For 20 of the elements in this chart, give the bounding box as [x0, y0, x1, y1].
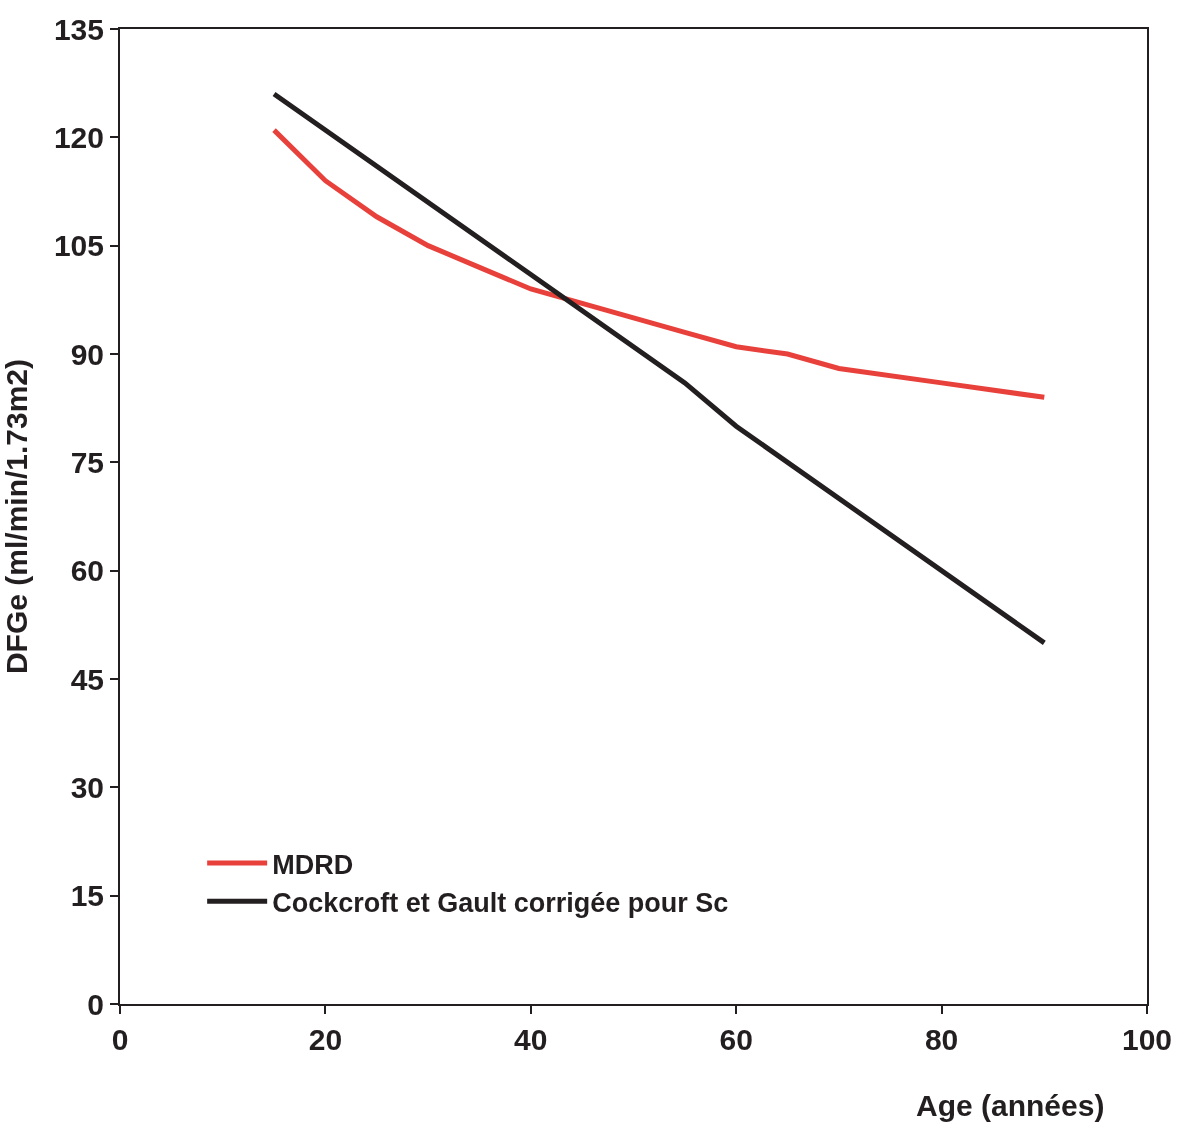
y-tick-label: 135 — [53, 12, 104, 46]
legend-label: MDRD — [272, 849, 354, 880]
x-tick-label: 20 — [308, 1023, 343, 1056]
y-tick-label: 60 — [70, 554, 104, 588]
x-tick-label: 80 — [924, 1023, 959, 1056]
y-tick-label: 15 — [70, 879, 104, 913]
y-tick-label: 105 — [53, 229, 104, 263]
y-tick-label: 75 — [70, 445, 104, 479]
y-tick-label: 120 — [53, 120, 104, 154]
x-tick-label: 0 — [111, 1023, 129, 1056]
y-tick-label: 90 — [70, 337, 104, 371]
x-tick-label: 40 — [514, 1023, 548, 1056]
y-tick-label: 0 — [87, 987, 104, 1021]
legend-label: Cockcroft et Gault corrigée pour Sc — [272, 887, 729, 918]
x-axis-title: Age (années) — [916, 1089, 1105, 1122]
x-tick-label: 100 — [1121, 1023, 1173, 1056]
x-tick-label: 60 — [719, 1023, 753, 1056]
y-tick-label: 30 — [70, 770, 104, 804]
y-tick-label: 45 — [70, 662, 104, 696]
y-axis-title: DFGe (ml/min/1.73m2) — [0, 358, 33, 675]
